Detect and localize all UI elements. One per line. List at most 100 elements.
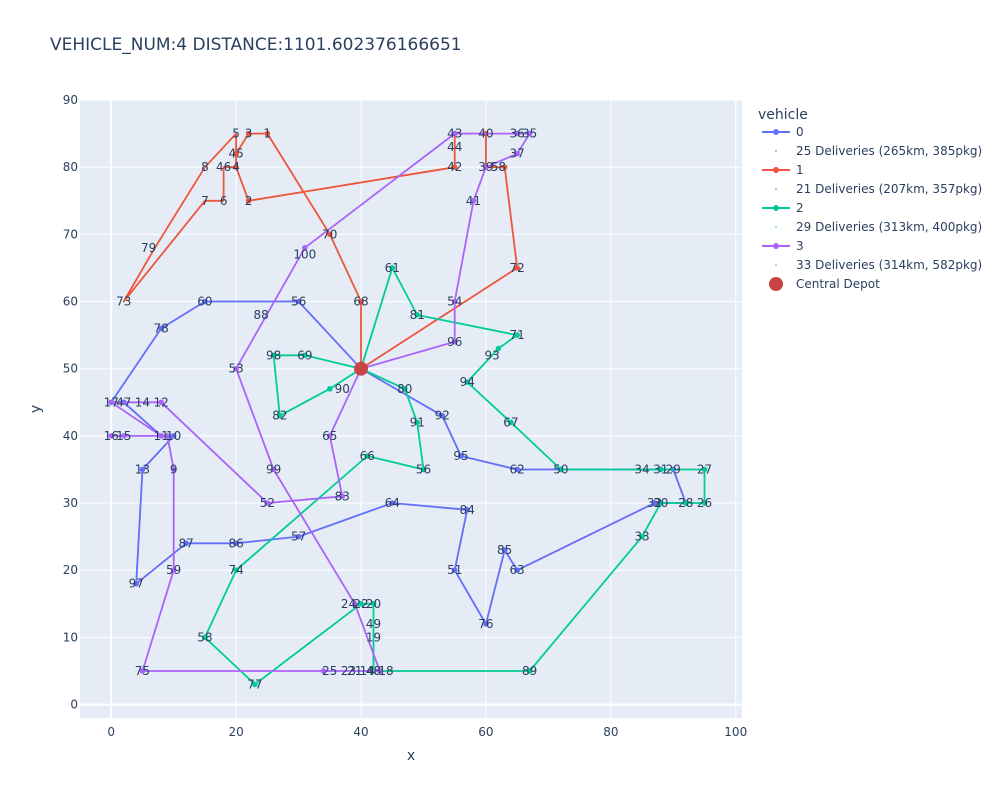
x-tick-label: 60 bbox=[478, 725, 493, 739]
legend-label-deliveries-3: 33 Deliveries (314km, 582pkg) bbox=[796, 258, 982, 272]
route-point bbox=[451, 130, 458, 137]
customer-label-54: 54 bbox=[447, 295, 462, 309]
route-point bbox=[401, 386, 408, 392]
route-point bbox=[133, 580, 140, 587]
route-point bbox=[451, 567, 458, 574]
customer-label-27: 27 bbox=[697, 462, 712, 476]
route-point bbox=[233, 540, 239, 547]
route-point bbox=[514, 150, 520, 157]
customer-label-28: 28 bbox=[678, 496, 693, 510]
customer-label-37: 37 bbox=[510, 147, 525, 161]
route-point bbox=[252, 681, 258, 688]
route-point bbox=[139, 466, 146, 473]
route-point bbox=[233, 164, 239, 170]
route-point bbox=[451, 164, 458, 170]
legend-label-deliveries-0: 25 Deliveries (265km, 385pkg) bbox=[796, 144, 982, 158]
customer-label-61: 61 bbox=[385, 261, 400, 275]
route-point bbox=[501, 547, 508, 553]
route-point bbox=[170, 567, 177, 574]
customer-label-43: 43 bbox=[447, 127, 462, 141]
customer-label-74: 74 bbox=[228, 563, 243, 577]
customer-label-40: 40 bbox=[478, 127, 493, 141]
route-point bbox=[108, 399, 115, 406]
y-tick-label: 50 bbox=[63, 362, 78, 376]
route-point bbox=[302, 244, 308, 251]
route-lines bbox=[108, 130, 708, 688]
route-point bbox=[451, 298, 458, 305]
route-point bbox=[483, 164, 489, 170]
legend-label-deliveries-2: 29 Deliveries (313km, 400pkg) bbox=[796, 220, 982, 234]
route-point bbox=[264, 130, 271, 137]
route-point bbox=[164, 433, 171, 439]
x-tick-label: 40 bbox=[353, 725, 368, 739]
customer-label-77: 77 bbox=[247, 677, 262, 691]
x-tick-label: 20 bbox=[228, 725, 243, 739]
route-point bbox=[202, 298, 208, 305]
customer-label-81: 81 bbox=[410, 308, 425, 322]
legend-marker-deliveries-2 bbox=[775, 226, 777, 228]
customer-label-31: 31 bbox=[653, 462, 668, 476]
customer-label-34: 34 bbox=[634, 462, 649, 476]
customer-label-63: 63 bbox=[510, 563, 525, 577]
customer-label-22: 22 bbox=[353, 597, 368, 611]
customer-label-23: 23 bbox=[341, 664, 356, 678]
customer-label-71: 71 bbox=[510, 328, 525, 342]
route-point bbox=[339, 493, 346, 500]
route-point bbox=[558, 466, 564, 473]
route-point bbox=[245, 197, 252, 204]
legend-marker-deliveries-3 bbox=[775, 264, 777, 266]
customer-label-96: 96 bbox=[447, 335, 462, 349]
customer-label-33: 33 bbox=[634, 530, 649, 544]
route-point bbox=[439, 412, 446, 419]
customer-label-56: 56 bbox=[416, 462, 431, 476]
route-point bbox=[270, 352, 277, 359]
x-axis-title: x bbox=[407, 748, 415, 764]
customer-label-76: 76 bbox=[478, 617, 493, 631]
route-point bbox=[358, 298, 364, 305]
route-point bbox=[108, 433, 115, 439]
customer-label-29: 29 bbox=[666, 462, 681, 476]
x-axis-ticks: 0 20 40 60 80 100 bbox=[107, 725, 747, 739]
customer-label-93: 93 bbox=[485, 348, 500, 362]
x-tick-label: 80 bbox=[603, 725, 618, 739]
route-point bbox=[370, 601, 377, 607]
customer-label-16: 16 bbox=[104, 429, 119, 443]
customer-label-86: 86 bbox=[228, 536, 243, 550]
route-point bbox=[420, 466, 427, 473]
customer-label-59: 59 bbox=[166, 563, 181, 577]
customer-label-11: 11 bbox=[154, 429, 169, 443]
route-point bbox=[514, 130, 520, 137]
legend-marker-vehicle-3 bbox=[773, 243, 779, 249]
customer-label-20: 20 bbox=[366, 597, 381, 611]
legend-marker-deliveries-0 bbox=[775, 150, 777, 152]
route-point bbox=[389, 265, 396, 271]
route-point bbox=[701, 466, 708, 473]
customer-label-14: 14 bbox=[360, 664, 375, 678]
route-point bbox=[170, 433, 177, 439]
route-point bbox=[202, 634, 208, 641]
customer-label-57: 57 bbox=[291, 530, 306, 544]
customer-label-70: 70 bbox=[322, 227, 337, 241]
customer-label-89: 89 bbox=[522, 664, 537, 678]
route-point bbox=[270, 466, 277, 473]
customer-label-25: 25 bbox=[322, 664, 337, 678]
route-point bbox=[458, 453, 464, 459]
y-tick-label: 20 bbox=[63, 563, 78, 577]
route-point bbox=[658, 466, 664, 473]
route-point bbox=[639, 533, 645, 540]
y-axis-ticks: 0 10 20 30 40 50 60 70 80 90 bbox=[63, 93, 78, 712]
customer-label-12: 12 bbox=[154, 395, 169, 409]
route-point bbox=[351, 601, 358, 607]
customer-label-8: 8 bbox=[201, 160, 209, 174]
route-point bbox=[233, 150, 239, 157]
route-point bbox=[389, 500, 396, 506]
legend-label-deliveries-1: 21 Deliveries (207km, 357pkg) bbox=[796, 182, 982, 196]
route-point bbox=[364, 453, 371, 459]
legend: vehicle 0 25 Deliveries (265km, 385pkg) 1 2… bbox=[758, 107, 982, 291]
route-point bbox=[327, 231, 333, 238]
customer-label-2: 2 bbox=[245, 194, 253, 208]
y-tick-label: 80 bbox=[63, 160, 78, 174]
legend-label-vehicle-0: 0 bbox=[796, 125, 804, 139]
customer-label-90: 90 bbox=[335, 382, 350, 396]
customer-label-72: 72 bbox=[510, 261, 525, 275]
